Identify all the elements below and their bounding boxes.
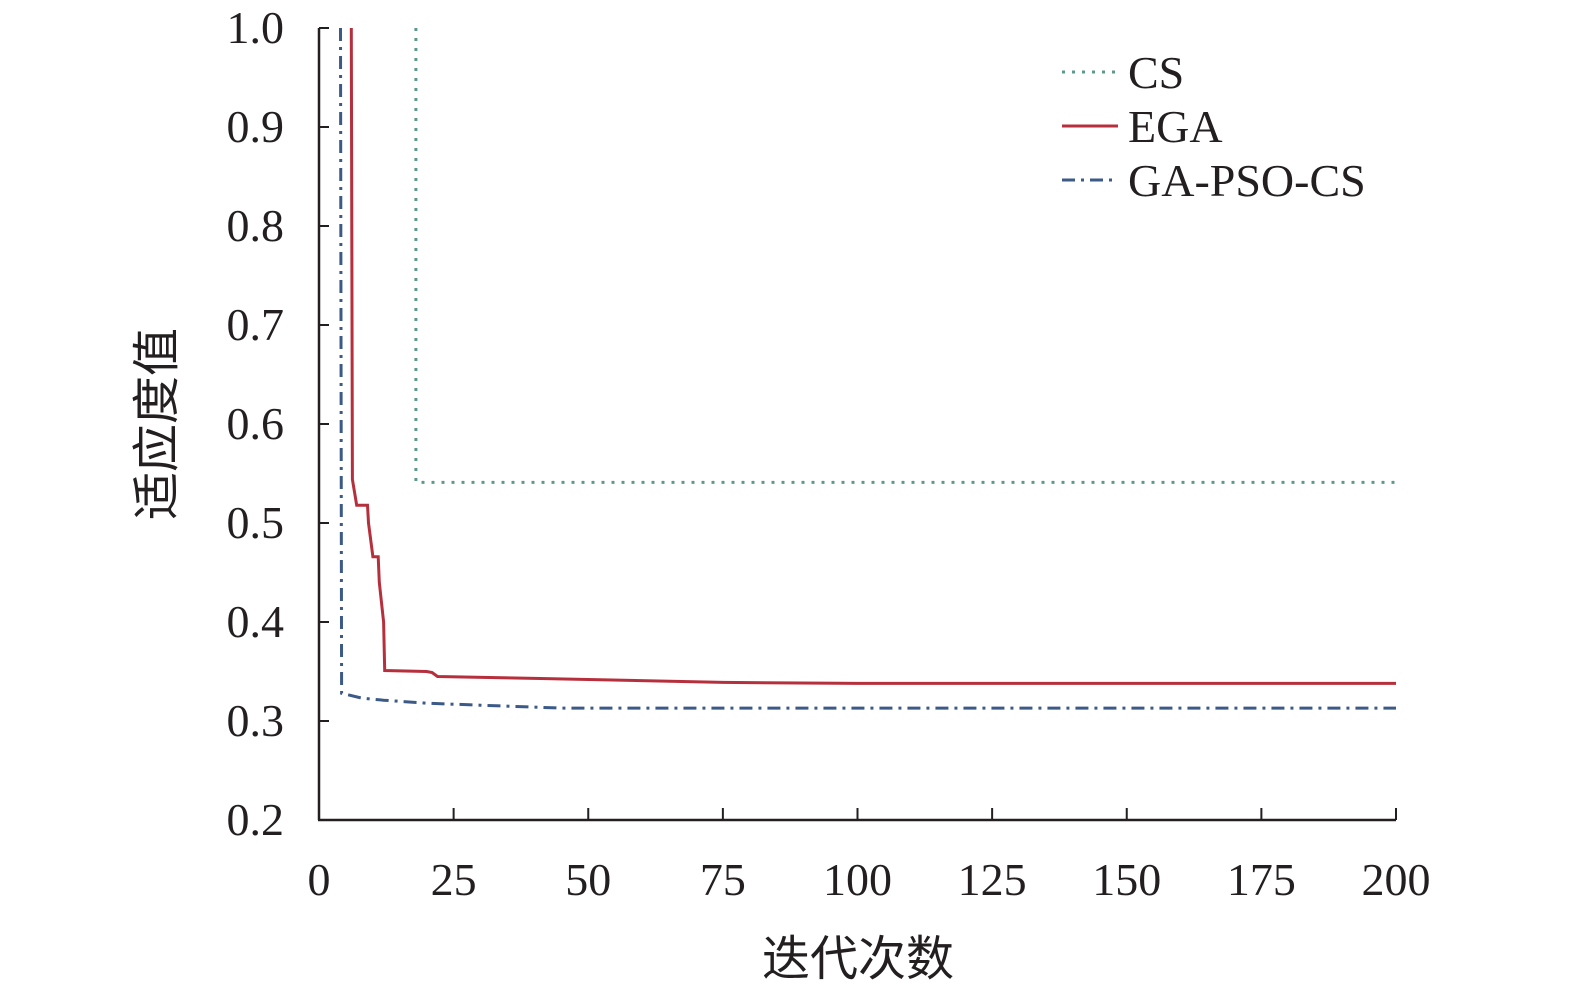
axes: 0.2 0.3 0.4 0.5 0.6 0.7 0.8 0.9 1.0 0 25 50 75 100 125… bbox=[227, 2, 1431, 905]
x-tick-label: 25 bbox=[431, 854, 477, 905]
x-tick-label: 175 bbox=[1227, 854, 1296, 905]
series-line-cs bbox=[414, 28, 1396, 484]
y-axis-title: 适应度值 bbox=[129, 328, 185, 520]
y-tick-label: 0.6 bbox=[227, 398, 285, 449]
series-lines bbox=[339, 27, 1396, 710]
y-tick-label: 0.5 bbox=[227, 497, 285, 548]
legend-label-cs: CS bbox=[1128, 47, 1184, 98]
x-tick-label: 50 bbox=[565, 854, 611, 905]
x-tick-label: 200 bbox=[1362, 854, 1431, 905]
y-tick-label: 0.7 bbox=[227, 299, 285, 350]
x-axis-title: 迭代次数 bbox=[762, 931, 954, 987]
x-tick-label: 75 bbox=[700, 854, 746, 905]
series-line-ga-pso-cs bbox=[339, 27, 1396, 710]
y-tick-label: 0.9 bbox=[227, 101, 285, 152]
x-tick-label: 125 bbox=[958, 854, 1027, 905]
x-tick-label: 0 bbox=[308, 854, 331, 905]
y-tick-label: 0.2 bbox=[227, 794, 285, 845]
x-tick-label: 150 bbox=[1092, 854, 1161, 905]
legend-label-ga-pso-cs: GA-PSO-CS bbox=[1128, 155, 1366, 206]
y-tick-label: 0.8 bbox=[227, 200, 285, 251]
y-tick-label: 1.0 bbox=[227, 2, 285, 53]
legend-label-ega: EGA bbox=[1128, 101, 1223, 152]
x-tick-label: 100 bbox=[823, 854, 892, 905]
series-line-ega bbox=[349, 27, 1396, 685]
y-tick-label: 0.4 bbox=[227, 596, 285, 647]
y-tick-label: 0.3 bbox=[227, 695, 285, 746]
